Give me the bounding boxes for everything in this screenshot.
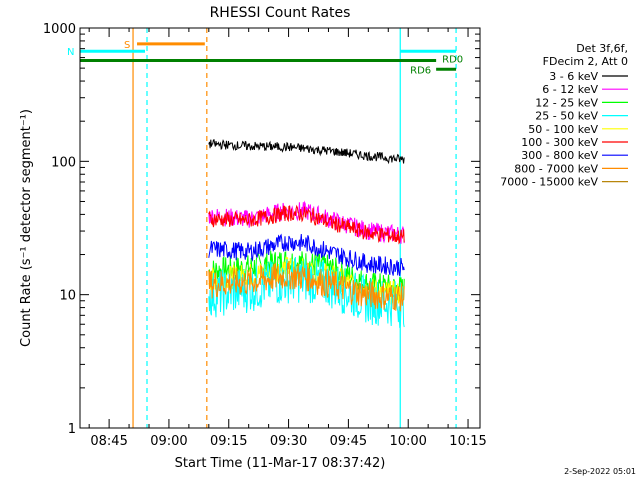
x-tick-label: 08:45 xyxy=(90,434,127,449)
legend-label: 3 - 6 keV xyxy=(549,70,598,83)
x-axis-label: Start Time (11-Mar-17 08:37:42) xyxy=(175,456,386,471)
y-axis-label: Count Rate (s⁻¹ detector segment⁻¹) xyxy=(19,109,34,347)
series-line xyxy=(208,200,405,244)
series-line xyxy=(208,139,405,165)
y-tick-label: 10 xyxy=(59,289,76,304)
plot-area: S N RD0 RD6 xyxy=(67,28,463,428)
x-tick-label: 10:15 xyxy=(449,434,486,449)
x-tick-label: 10:00 xyxy=(389,434,426,449)
flag-label: RD0 xyxy=(442,55,463,66)
y-tick-label: 1 xyxy=(68,422,76,437)
y-tick-label: 1000 xyxy=(43,22,76,37)
flag-label: S xyxy=(124,40,130,51)
flag-label: N xyxy=(67,47,74,58)
x-tick-label: 09:00 xyxy=(150,434,187,449)
series-line xyxy=(208,233,405,277)
legend-label: 50 - 100 keV xyxy=(528,123,598,136)
legend-label: 300 - 800 keV xyxy=(521,149,598,162)
legend-label: 6 - 12 keV xyxy=(542,83,598,96)
x-tick-label: 09:45 xyxy=(330,434,367,449)
legend-header: FDecim 2, Att 0 xyxy=(543,55,628,68)
timestamp: 2-Sep-2022 05:01 xyxy=(564,467,636,476)
series-line xyxy=(208,260,405,312)
axis-ticks: 1 10 100 1000 08:45 09:00 09:15 09:30 09:45 10:00… xyxy=(43,22,487,449)
x-tick-label: 09:15 xyxy=(210,434,247,449)
legend-label: 25 - 50 keV xyxy=(535,110,598,123)
x-tick-label: 09:30 xyxy=(270,434,307,449)
legend-header: Det 3f,6f, xyxy=(576,42,628,55)
legend-label: 100 - 300 keV xyxy=(521,136,598,149)
series-line xyxy=(208,204,405,245)
plot-frame xyxy=(79,27,481,429)
flag-label: RD6 xyxy=(410,65,431,76)
legend-label: 12 - 25 keV xyxy=(535,96,598,109)
y-tick-label: 100 xyxy=(51,155,76,170)
legend-label: 7000 - 15000 keV xyxy=(500,176,598,189)
legend-label: 800 - 7000 keV xyxy=(514,162,598,175)
chart-title: RHESSI Count Rates xyxy=(210,5,351,21)
